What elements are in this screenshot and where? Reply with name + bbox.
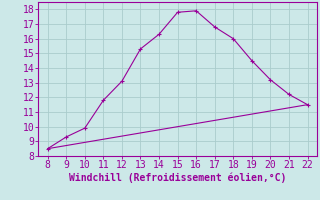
X-axis label: Windchill (Refroidissement éolien,°C): Windchill (Refroidissement éolien,°C): [69, 173, 286, 183]
